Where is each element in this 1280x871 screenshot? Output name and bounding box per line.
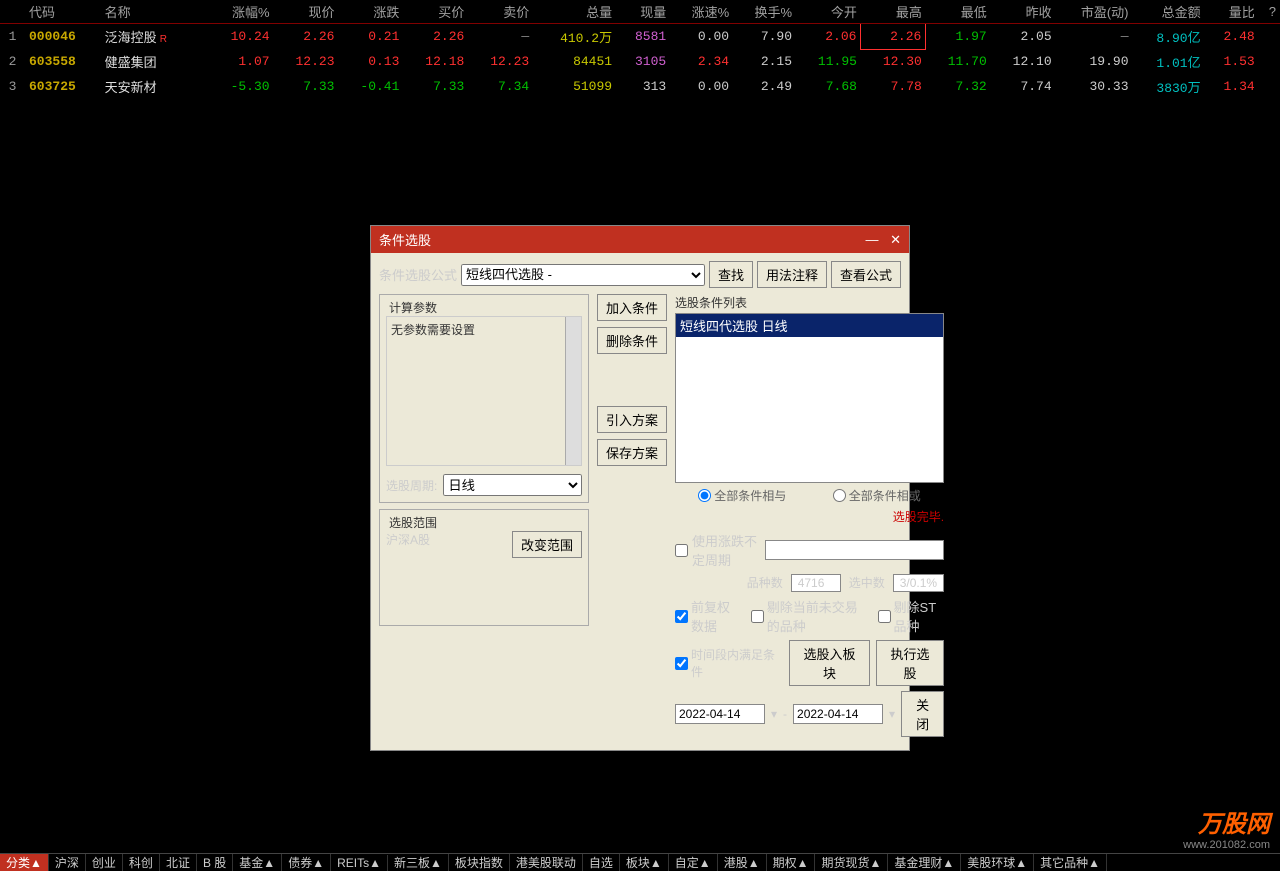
stock-table: 代码名称涨幅%现价涨跌买价卖价总量现量涨速%换手%今开最高最低昨收市盈(动)总金… xyxy=(0,0,1280,99)
formula-label: 条件选股公式 xyxy=(379,265,457,284)
ck-excl[interactable]: 剔除当前未交易的品种 xyxy=(751,597,866,635)
bottom-tab[interactable]: 北证 xyxy=(160,853,197,871)
table-row[interactable]: 3603725天安新材-5.307.33-0.417.337.345109931… xyxy=(0,74,1280,99)
cond-list[interactable]: 短线四代选股 日线 xyxy=(675,313,944,483)
ck-time[interactable]: 时间段内满足条件 xyxy=(675,646,783,680)
col-header[interactable]: 涨幅% xyxy=(209,0,274,24)
import-plan-button[interactable]: 引入方案 xyxy=(597,406,667,433)
bottom-tab[interactable]: 港股▲ xyxy=(718,853,767,871)
close-icon[interactable]: ✕ xyxy=(890,232,901,247)
bottom-tab[interactable]: 美股环球▲ xyxy=(961,853,1034,871)
ck-period[interactable] xyxy=(675,544,688,557)
bottom-tab[interactable]: 沪深 xyxy=(49,853,86,871)
col-header[interactable]: 买价 xyxy=(403,0,468,24)
bottom-tab[interactable]: 债券▲ xyxy=(282,853,331,871)
calc-params-title: 计算参数 xyxy=(386,299,440,316)
col-header[interactable]: 最低 xyxy=(926,0,991,24)
table-row[interactable]: 1000046泛海控股R10.242.260.212.26—410.2万8581… xyxy=(0,24,1280,50)
save-plan-button[interactable]: 保存方案 xyxy=(597,439,667,466)
col-header[interactable]: 今开 xyxy=(796,0,861,24)
minimize-icon[interactable]: — xyxy=(865,232,878,247)
del-cond-button[interactable]: 删除条件 xyxy=(597,327,667,354)
col-header[interactable]: 涨跌 xyxy=(339,0,404,24)
col-header[interactable]: 现价 xyxy=(274,0,339,24)
col-header[interactable]: 名称 xyxy=(101,0,198,24)
bottom-tab[interactable]: 新三板▲ xyxy=(388,853,449,871)
table-row[interactable]: 2603558健盛集团1.0712.230.1312.1812.23844513… xyxy=(0,49,1280,74)
logo: 万股网 www.201082.com xyxy=(1183,804,1270,851)
exec-button[interactable]: 执行选股 xyxy=(876,640,944,686)
col-header[interactable]: 最高 xyxy=(861,0,926,24)
dialog-title-text: 条件选股 xyxy=(379,230,431,249)
period-label: 选股周期: xyxy=(386,477,437,494)
date-from[interactable] xyxy=(675,704,765,724)
bottom-tab[interactable]: B 股 xyxy=(197,853,233,871)
find-button[interactable]: 查找 xyxy=(709,261,753,288)
bottom-tab[interactable]: 创业 xyxy=(86,853,123,871)
cond-list-label: 选股条件列表 xyxy=(675,294,944,311)
bottom-tab[interactable]: 科创 xyxy=(123,853,160,871)
dialog-titlebar[interactable]: 条件选股 — ✕ xyxy=(371,226,909,253)
formula-select[interactable]: 短线四代选股 - xyxy=(461,264,705,286)
cond-item[interactable]: 短线四代选股 日线 xyxy=(676,314,943,337)
col-header[interactable] xyxy=(198,0,209,24)
condition-dialog: 条件选股 — ✕ 条件选股公式 短线四代选股 - 查找 用法注释 查看公式 计算… xyxy=(370,225,910,751)
col-header[interactable]: 市盈(动) xyxy=(1056,0,1133,24)
bottom-tab[interactable]: 自定▲ xyxy=(669,853,718,871)
bottom-tab[interactable]: 期货现货▲ xyxy=(815,853,888,871)
bottom-tab[interactable]: 其它品种▲ xyxy=(1034,853,1107,871)
col-header[interactable]: 总金额 xyxy=(1133,0,1205,24)
stat-selected: 3/0.1% xyxy=(893,574,944,592)
ck-adj[interactable]: 前复权数据 xyxy=(675,597,739,635)
bottom-tab[interactable]: 板块指数 xyxy=(449,853,510,871)
change-range-button[interactable]: 改变范围 xyxy=(512,531,582,558)
bottom-tab[interactable]: 基金理财▲ xyxy=(888,853,961,871)
range-value: 沪深A股 xyxy=(386,531,430,548)
radio-or[interactable]: 全部条件相或 xyxy=(833,487,921,504)
col-header[interactable]: 代码 xyxy=(25,0,101,24)
bottom-tab[interactable]: 期权▲ xyxy=(767,853,816,871)
stat-count: 4716 xyxy=(791,574,841,592)
col-header[interactable]: 换手% xyxy=(733,0,796,24)
bottom-tab[interactable]: 板块▲ xyxy=(620,853,669,871)
col-header[interactable]: 量比 xyxy=(1205,0,1259,24)
status-text: 选股完毕. xyxy=(675,508,944,525)
col-header[interactable]: 卖价 xyxy=(468,0,533,24)
table-body: 1000046泛海控股R10.242.260.212.26—410.2万8581… xyxy=(0,24,1280,100)
col-header[interactable]: 总量 xyxy=(533,0,616,24)
table-header-row: 代码名称涨幅%现价涨跌买价卖价总量现量涨速%换手%今开最高最低昨收市盈(动)总金… xyxy=(0,0,1280,24)
add-cond-button[interactable]: 加入条件 xyxy=(597,294,667,321)
col-header[interactable]: 涨速% xyxy=(670,0,733,24)
ck-st[interactable]: 剔除ST品种 xyxy=(878,597,945,635)
col-header[interactable]: 现量 xyxy=(616,0,670,24)
bottom-tab[interactable]: 自选 xyxy=(583,853,620,871)
to-block-button[interactable]: 选股入板块 xyxy=(789,640,870,686)
dropdown-icon[interactable]: ▾ xyxy=(771,707,777,721)
usage-button[interactable]: 用法注释 xyxy=(757,261,827,288)
bottom-tab[interactable]: 港美股联动 xyxy=(510,853,583,871)
scrollbar[interactable] xyxy=(565,317,581,465)
bottom-tab[interactable]: 基金▲ xyxy=(233,853,282,871)
col-header[interactable] xyxy=(0,0,25,24)
dropdown-icon[interactable]: ▾ xyxy=(889,707,895,721)
bottom-tabs: 分类▲沪深创业科创北证B 股基金▲债券▲REITs▲新三板▲板块指数港美股联动自… xyxy=(0,853,1280,871)
close-button[interactable]: 关闭 xyxy=(901,691,944,737)
radio-and[interactable]: 全部条件相与 xyxy=(698,487,786,504)
range-title: 选股范围 xyxy=(386,514,440,531)
date-to[interactable] xyxy=(793,704,883,724)
col-header[interactable]: 昨收 xyxy=(991,0,1056,24)
view-formula-button[interactable]: 查看公式 xyxy=(831,261,901,288)
bottom-tab[interactable]: 分类▲ xyxy=(0,853,49,871)
period-input[interactable] xyxy=(765,540,944,560)
col-header[interactable]: ? xyxy=(1259,0,1280,24)
bottom-tab[interactable]: REITs▲ xyxy=(331,855,388,871)
param-box: 无参数需要设置 xyxy=(386,316,582,466)
period-select[interactable]: 日线 xyxy=(443,474,582,496)
